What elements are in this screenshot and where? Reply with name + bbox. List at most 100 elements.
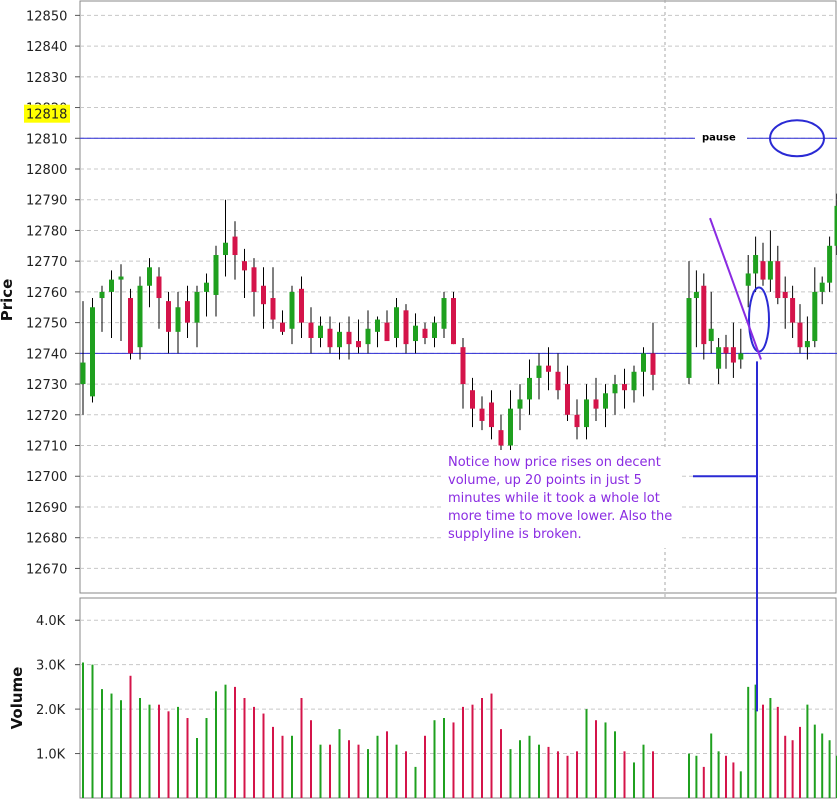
candle-body [819,282,825,292]
candle-body [574,414,580,428]
candle-body [137,285,143,348]
pause-label-background [695,131,747,145]
price-tick-label: 12770 [26,255,67,270]
price-tick-label: 12780 [26,224,67,239]
candle-body [403,310,409,345]
candle-body [289,291,295,329]
candle-body [612,384,618,394]
price-tick-label: 12800 [26,163,67,178]
candle-body [251,267,257,292]
candle-body [797,322,803,348]
annotation-note-line: Notice how price rises on decent [448,455,661,470]
candle-body [738,353,744,360]
candle-body [723,347,729,354]
volume-tick-label: 4.0K [36,614,66,629]
candle-body [686,298,692,378]
candle-body [327,328,333,348]
candle-body [308,322,314,338]
candle-body [767,261,773,280]
volume-axis-title: Volume [8,667,26,730]
current-price-label: 12818 [26,108,67,123]
price-tick-label: 12830 [26,71,67,86]
candle-body [118,276,124,280]
candle-body [631,371,637,391]
candle-body [536,365,542,378]
price-tick-label: 12710 [26,440,67,455]
candle-body [451,298,456,345]
candle-body [128,298,133,354]
volume-tick-label: 3.0K [36,659,66,674]
annotation-note-line: minutes while it took a whole lot [448,491,660,506]
price-tick-label: 12810 [26,132,67,147]
candle-body [790,298,796,323]
volume-plot-area [79,597,837,799]
candle-body [489,402,494,428]
candle-body [185,301,190,323]
candle-body [99,291,105,299]
candle-body [834,205,837,246]
candle-body [584,399,589,428]
candle-body [80,362,86,385]
note-background [444,450,682,548]
candle-body [280,322,285,332]
candle-body [346,331,352,345]
candle-body [299,288,304,323]
candle-body [194,291,200,323]
candle-body [223,242,228,256]
candle-body [508,408,513,446]
candle-body [356,341,361,348]
candle-body [242,261,247,271]
price-tick-label: 12840 [26,40,67,55]
candle-body [337,331,342,348]
candle-body [517,399,523,409]
candle-body [827,245,833,283]
candle-body [422,328,428,338]
candle-body [460,347,466,385]
candle-body [641,353,646,372]
candle-body [479,408,485,421]
candle-body [109,279,114,292]
candle-body [470,390,475,409]
candle-body [603,393,608,409]
volume-tick-label: 2.0K [36,703,66,718]
supply-line [709,217,762,360]
price-axis-title: Price [0,279,16,322]
candle-body [441,298,447,329]
candle-body [270,298,276,320]
candle-body [693,291,699,299]
candle-body [498,430,504,446]
candle-body [204,282,209,292]
price-tick-label: 12730 [26,378,67,393]
candle-body [213,255,219,295]
candle-body [760,261,766,280]
candle-body [384,322,390,342]
price-tick-label: 12670 [26,562,67,577]
candle-body [804,341,810,348]
price-tick-label: 12760 [26,286,67,301]
candle-body [318,325,323,338]
candle-body [232,236,238,256]
candle-body [650,353,656,375]
current-price-highlight [24,104,70,123]
candle-body [261,285,266,305]
annotation-layer: pause Notice how price rises on decent vol… [444,119,825,712]
candle-body [565,384,570,415]
price-tick-label: 12790 [26,194,67,209]
candle-body [175,307,181,332]
candle-body [90,307,95,397]
candle-body [622,384,627,391]
candle-body [413,325,418,342]
candle-body [432,322,437,338]
candle-body [166,301,171,332]
candle-body [716,347,722,369]
annotation-note-line: volume, up 20 points in just 5 [448,473,642,488]
candle-body [782,291,788,299]
candle-body [394,307,399,338]
volume-panel: 4.0K 3.0K 2.0K 1.0K [36,597,837,799]
candle-body [156,276,162,299]
candle-body [546,365,551,372]
candle-body [593,399,599,409]
candle-body [708,328,714,342]
candle-body [701,285,707,345]
